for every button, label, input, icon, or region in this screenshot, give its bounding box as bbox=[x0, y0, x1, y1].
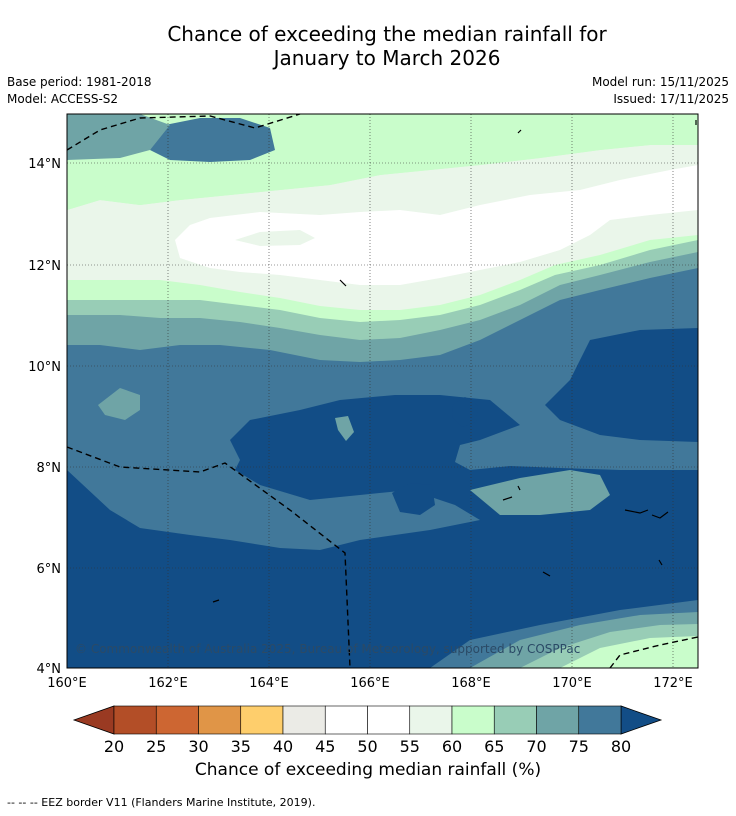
colorbar-segment bbox=[113, 705, 157, 735]
map-frame bbox=[66, 113, 699, 669]
lat-label-4n: 4°N bbox=[37, 662, 62, 677]
colorbar-tick-label: 65 bbox=[484, 737, 504, 756]
lon-label-160e: 160°E bbox=[47, 676, 87, 691]
island-small-3 bbox=[517, 485, 521, 491]
region-70-blob bbox=[98, 388, 140, 420]
lat-label-14n: 14°N bbox=[28, 157, 61, 172]
colorbar-tick-label: 60 bbox=[442, 737, 462, 756]
colorbar-tick-label: 25 bbox=[146, 737, 166, 756]
region-75-northwest bbox=[67, 114, 170, 160]
colorbar-tick-label: 45 bbox=[315, 737, 335, 756]
colorbar-tick-label: 80 bbox=[611, 737, 631, 756]
lat-label-10n: 10°N bbox=[28, 360, 61, 375]
base-period: Base period: 1981-2018 bbox=[7, 75, 152, 89]
lon-label-170e: 170°E bbox=[552, 676, 592, 691]
lon-label-164e: 164°E bbox=[249, 676, 289, 691]
colorbar-tick-label: 35 bbox=[231, 737, 251, 756]
eez-borders bbox=[66, 113, 699, 669]
colorbar-segment bbox=[409, 705, 453, 735]
lon-label-166e: 166°E bbox=[350, 676, 390, 691]
title-line-1: Chance of exceeding the median rainfall … bbox=[167, 22, 607, 46]
colorbar-tick-label: 50 bbox=[357, 737, 377, 756]
region-50 bbox=[175, 165, 698, 285]
lon-labels: 160°E 162°E 164°E 166°E 168°E 170°E 172°… bbox=[47, 676, 693, 691]
colorbar-high-arrow bbox=[620, 705, 663, 735]
island-small-1 bbox=[212, 599, 220, 603]
colorbar-tick-label: 20 bbox=[104, 737, 124, 756]
colorbar-tick-label: 55 bbox=[400, 737, 420, 756]
colorbar-segment bbox=[367, 705, 411, 735]
region-70-east bbox=[470, 470, 610, 515]
issued-date: Issued: 17/11/2025 bbox=[613, 92, 729, 106]
lon-label-168e: 168°E bbox=[451, 676, 491, 691]
meta-right: Model run: 15/11/2025 Issued: 17/11/2025 bbox=[592, 74, 729, 108]
colorbar: 20 25 30 35 40 45 50 55 60 65 70 75 80 bbox=[72, 705, 663, 756]
colorbar-label: Chance of exceeding median rainfall (%) bbox=[194, 760, 542, 780]
region-80-blob2 bbox=[452, 397, 478, 427]
gridlines bbox=[67, 114, 698, 668]
meta-left: Base period: 1981-2018 Model: ACCESS-S2 bbox=[7, 74, 152, 108]
lat-label-8n: 8°N bbox=[37, 461, 62, 476]
model-run: Model run: 15/11/2025 bbox=[591, 75, 729, 89]
island-small-4 bbox=[339, 279, 347, 287]
colorbar-tick-label: 70 bbox=[526, 737, 546, 756]
colorbar-segment bbox=[282, 705, 326, 735]
colorbar-segment bbox=[155, 705, 199, 735]
island-small-6 bbox=[658, 559, 663, 566]
colorbar-ticks: 20 25 30 35 40 45 50 55 60 65 70 75 80 bbox=[104, 737, 631, 756]
region-60-ring-north bbox=[67, 114, 698, 210]
colorbar-segment bbox=[451, 705, 495, 735]
colorbar-tick-label: 30 bbox=[188, 737, 208, 756]
model-name: Model: ACCESS-S2 bbox=[7, 92, 119, 106]
colorbar-low-arrow bbox=[72, 705, 115, 735]
island-small-2 bbox=[502, 496, 513, 501]
island-small-5 bbox=[542, 571, 551, 577]
copyright-text: © Commonwealth of Australia 2025, Bureau… bbox=[75, 642, 580, 656]
title-line-2: January to March 2026 bbox=[273, 46, 501, 70]
colorbar-segment bbox=[324, 705, 368, 735]
colorbar-segments bbox=[113, 705, 622, 735]
lat-label-6n: 6°N bbox=[37, 562, 62, 577]
region-75-north bbox=[150, 118, 275, 162]
region-55-island bbox=[235, 230, 315, 246]
lon-label-162e: 162°E bbox=[148, 676, 188, 691]
colorbar-segment bbox=[198, 705, 242, 735]
colorbar-segment bbox=[493, 705, 537, 735]
eez-footnote: -- -- -- EEZ border V11 (Flanders Marine… bbox=[7, 796, 316, 809]
region-80-blob1 bbox=[392, 483, 435, 515]
lon-label-172e: 172°E bbox=[653, 676, 693, 691]
region-70-blob2 bbox=[335, 416, 354, 441]
island-atoll-1 bbox=[624, 509, 649, 514]
island-atoll-2 bbox=[651, 511, 669, 519]
colorbar-segment bbox=[536, 705, 580, 735]
lat-labels: 14°N 12°N 10°N 8°N 6°N 4°N bbox=[28, 157, 61, 677]
colorbar-tick-label: 40 bbox=[273, 737, 293, 756]
map-contours bbox=[67, 114, 698, 668]
island-small-7 bbox=[517, 129, 522, 134]
lat-label-12n: 12°N bbox=[28, 259, 61, 274]
map-title: Chance of exceeding the median rainfall … bbox=[0, 22, 736, 70]
islands bbox=[212, 120, 697, 603]
colorbar-tick-label: 75 bbox=[569, 737, 589, 756]
colorbar-segment bbox=[240, 705, 284, 735]
colorbar-segment bbox=[578, 705, 622, 735]
